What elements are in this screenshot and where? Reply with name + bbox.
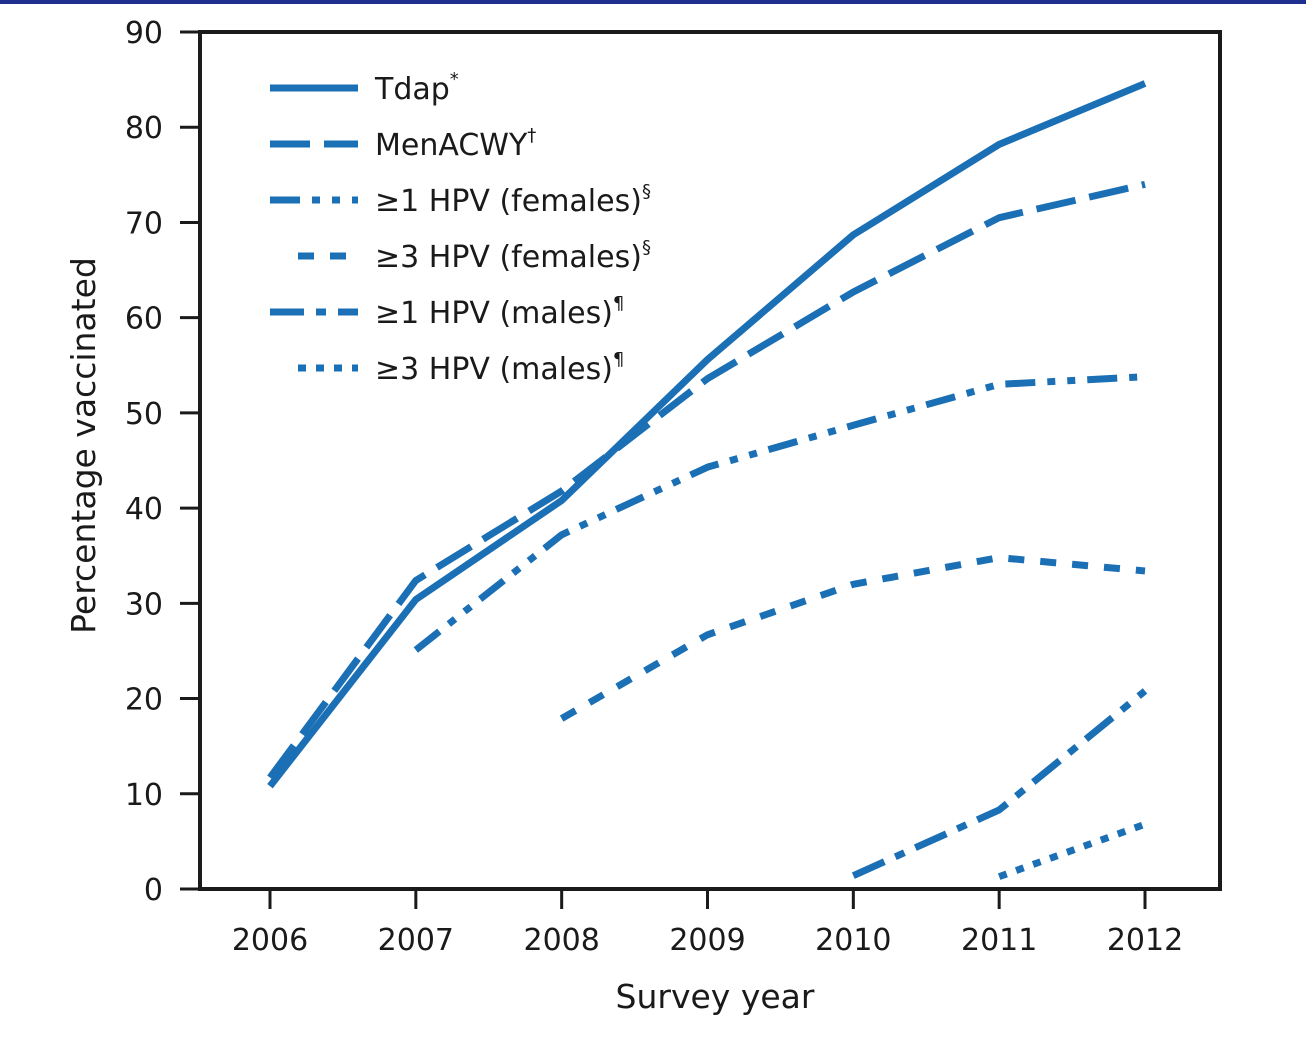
y-tick-label: 30 — [125, 587, 163, 622]
plot-border — [198, 30, 1222, 891]
legend-label-2: ≥1 HPV (females)§ — [375, 181, 651, 219]
y-axis-title: Percentage vaccinated — [64, 257, 103, 634]
y-tick-label: 90 — [125, 16, 163, 51]
plot-area — [198, 30, 1222, 891]
y-tick-label: 0 — [144, 873, 163, 908]
legend-label-4: ≥1 HPV (males)¶ — [375, 293, 624, 331]
x-tick-label: 2012 — [1107, 923, 1183, 958]
series-line-4 — [851, 688, 1148, 879]
x-axis: 2006 2007 2008 2009 2010 2011 2012 — [232, 889, 1183, 958]
y-tick-label: 70 — [125, 206, 163, 241]
x-tick-label: 2006 — [232, 923, 308, 958]
legend-footnote-mark: § — [642, 181, 651, 202]
legend-footnote-mark: § — [642, 237, 651, 258]
series-line-2 — [413, 373, 1146, 653]
legend-footnote-mark: † — [527, 125, 536, 146]
x-tick-label: 2010 — [815, 923, 891, 958]
legend-footnote-mark: ¶ — [613, 293, 624, 314]
series-line-5 — [997, 820, 1147, 880]
y-tick-label: 60 — [125, 302, 163, 337]
x-tick-label: 2011 — [961, 923, 1037, 958]
legend-label-1: MenACWY† — [375, 125, 536, 163]
legend-footnote-mark: ¶ — [613, 349, 624, 370]
y-tick-label: 40 — [125, 492, 163, 527]
x-tick-label: 2007 — [378, 923, 454, 958]
legend-label-3: ≥3 HPV (females)§ — [375, 237, 651, 275]
y-tick-label: 20 — [125, 683, 163, 718]
legend: Tdap* MenACWY† ≥1 HPV (females)§ ≥3 HPV (fe… — [270, 69, 651, 387]
series-line-3 — [559, 554, 1146, 722]
y-tick-label: 80 — [125, 111, 163, 146]
x-tick-label: 2008 — [523, 923, 599, 958]
y-tick-label: 10 — [125, 778, 163, 813]
x-tick-label: 2009 — [669, 923, 745, 958]
y-axis: 0 10 20 30 40 50 60 70 80 90 — [125, 16, 200, 908]
legend-label-0: Tdap* — [374, 69, 459, 107]
y-tick-label: 50 — [125, 397, 163, 432]
series-line-0 — [267, 80, 1147, 789]
x-axis-title: Survey year — [616, 977, 815, 1016]
series-layer — [267, 80, 1148, 880]
top-border — [0, 0, 1306, 4]
series-line-1 — [267, 180, 1146, 780]
legend-footnote-mark: * — [450, 69, 459, 90]
legend-label-5: ≥3 HPV (males)¶ — [375, 349, 624, 387]
